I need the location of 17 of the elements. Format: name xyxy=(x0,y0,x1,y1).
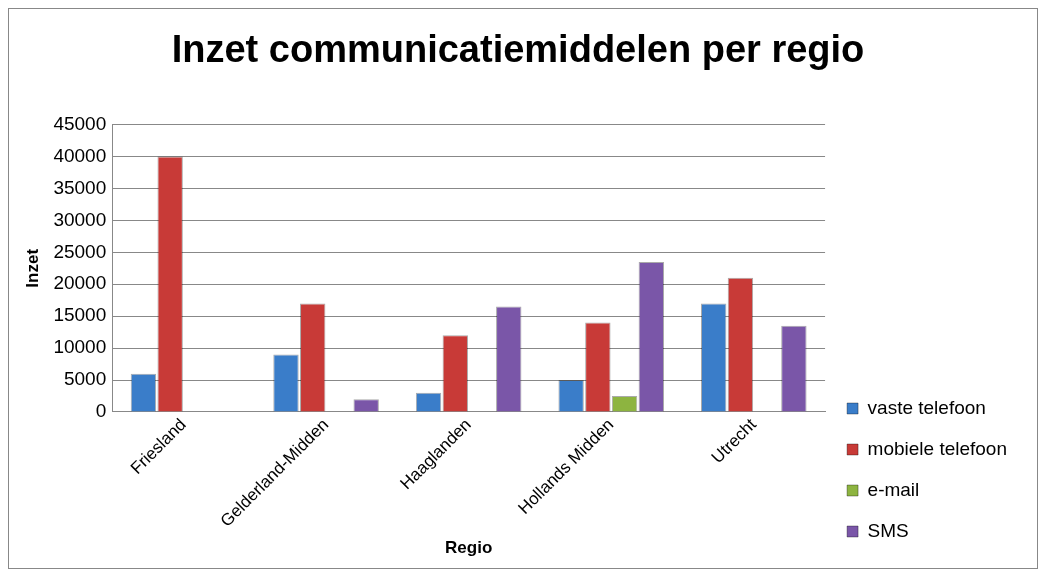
legend-label: mobiele telefoon xyxy=(867,437,1008,459)
y-tick-label: 15000 xyxy=(53,304,107,326)
legend-label: e-mail xyxy=(867,478,920,500)
y-tick-label: 25000 xyxy=(53,240,107,262)
legend-label: SMS xyxy=(867,519,909,541)
y-axis-title: Inzet xyxy=(22,248,42,288)
y-tick-label: 40000 xyxy=(53,144,107,166)
y-tick-label: 20000 xyxy=(53,272,107,294)
y-tick-label: 0 xyxy=(95,400,107,422)
y-tick-label: 5000 xyxy=(63,368,107,390)
y-tick-label: 10000 xyxy=(53,336,107,358)
legend-label: vaste telefoon xyxy=(867,396,986,418)
y-tick-label: 30000 xyxy=(53,208,107,230)
chart-title: Inzet communicatiemiddelen per regio xyxy=(171,28,865,71)
y-tick-label: 45000 xyxy=(53,112,107,134)
y-tick-label: 35000 xyxy=(53,176,107,198)
x-axis-title: Regio xyxy=(445,538,493,558)
